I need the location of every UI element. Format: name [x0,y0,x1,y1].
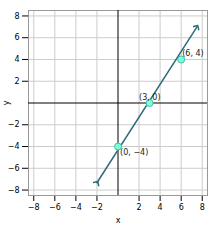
svg-text:−2: −2 [91,203,103,212]
svg-text:−4: −4 [8,142,20,151]
svg-text:y: y [2,100,11,105]
svg-text:−4: −4 [70,203,82,212]
svg-text:−6: −6 [8,164,20,173]
svg-text:6: 6 [179,203,184,212]
svg-text:4: 4 [14,55,19,64]
svg-text:2: 2 [14,77,19,86]
svg-text:−8: −8 [8,186,20,195]
svg-text:8: 8 [200,203,205,212]
svg-text:2: 2 [137,203,142,212]
svg-text:−6: −6 [49,203,61,212]
svg-text:4: 4 [158,203,163,212]
svg-text:(6, 4): (6, 4) [182,49,204,58]
svg-text:6: 6 [14,33,19,42]
svg-text:(3, 0): (3, 0) [139,93,161,102]
svg-text:8: 8 [14,12,19,21]
svg-text:(0, −4): (0, −4) [120,148,148,157]
svg-text:x: x [116,216,121,225]
svg-text:−8: −8 [28,203,40,212]
svg-text:−2: −2 [8,120,20,129]
